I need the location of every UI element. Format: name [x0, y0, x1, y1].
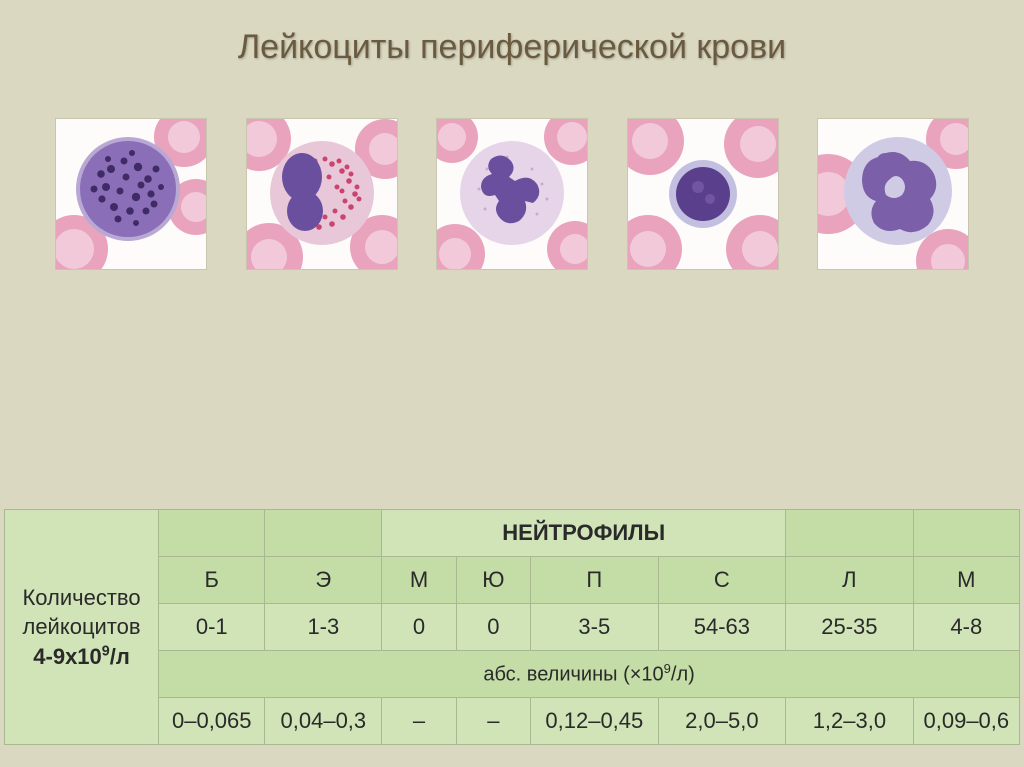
abs-s: 2,0–5,0 [658, 698, 786, 745]
abs-b: 0–0,065 [159, 698, 265, 745]
cell-image-neutrophil [437, 119, 587, 269]
col-yu: Ю [456, 557, 530, 604]
pct-e: 1-3 [265, 604, 382, 651]
col-l: Л [786, 557, 914, 604]
col-m2: М [913, 557, 1019, 604]
abs-e: 0,04–0,3 [265, 698, 382, 745]
col-e: Э [265, 557, 382, 604]
leukocyte-table: Количество лейкоцитов 4-9х109/л НЕЙТРОФИ… [0, 509, 1024, 745]
col-s: С [658, 557, 786, 604]
abs-yu: – [456, 698, 530, 745]
cell-image-basophil [56, 119, 206, 269]
pct-m2: 4-8 [913, 604, 1019, 651]
col-p: П [531, 557, 659, 604]
abs-m2: 0,09–0,6 [913, 698, 1019, 745]
abs-p: 0,12–0,45 [531, 698, 659, 745]
abs-header: абс. величины (×109/л) [159, 651, 1020, 698]
pct-m1: 0 [382, 604, 456, 651]
cell-image-monocyte [818, 119, 968, 269]
empty-hdr [159, 510, 265, 557]
cell-image-lymphocyte [628, 119, 778, 269]
page-title: Лейкоциты периферической крови [0, 0, 1024, 67]
empty-hdr [786, 510, 914, 557]
col-b: Б [159, 557, 265, 604]
pct-l: 25-35 [786, 604, 914, 651]
pct-s: 54-63 [658, 604, 786, 651]
row-label: Количество лейкоцитов 4-9х109/л [5, 510, 159, 745]
abs-l: 1,2–3,0 [786, 698, 914, 745]
neutrophils-header: НЕЙТРОФИЛЫ [382, 510, 786, 557]
abs-m1: – [382, 698, 456, 745]
cell-image-eosinophil [247, 119, 397, 269]
empty-hdr [913, 510, 1019, 557]
pct-yu: 0 [456, 604, 530, 651]
pct-p: 3-5 [531, 604, 659, 651]
empty-hdr [265, 510, 382, 557]
cell-images-row [0, 119, 1024, 269]
pct-b: 0-1 [159, 604, 265, 651]
col-m1: М [382, 557, 456, 604]
